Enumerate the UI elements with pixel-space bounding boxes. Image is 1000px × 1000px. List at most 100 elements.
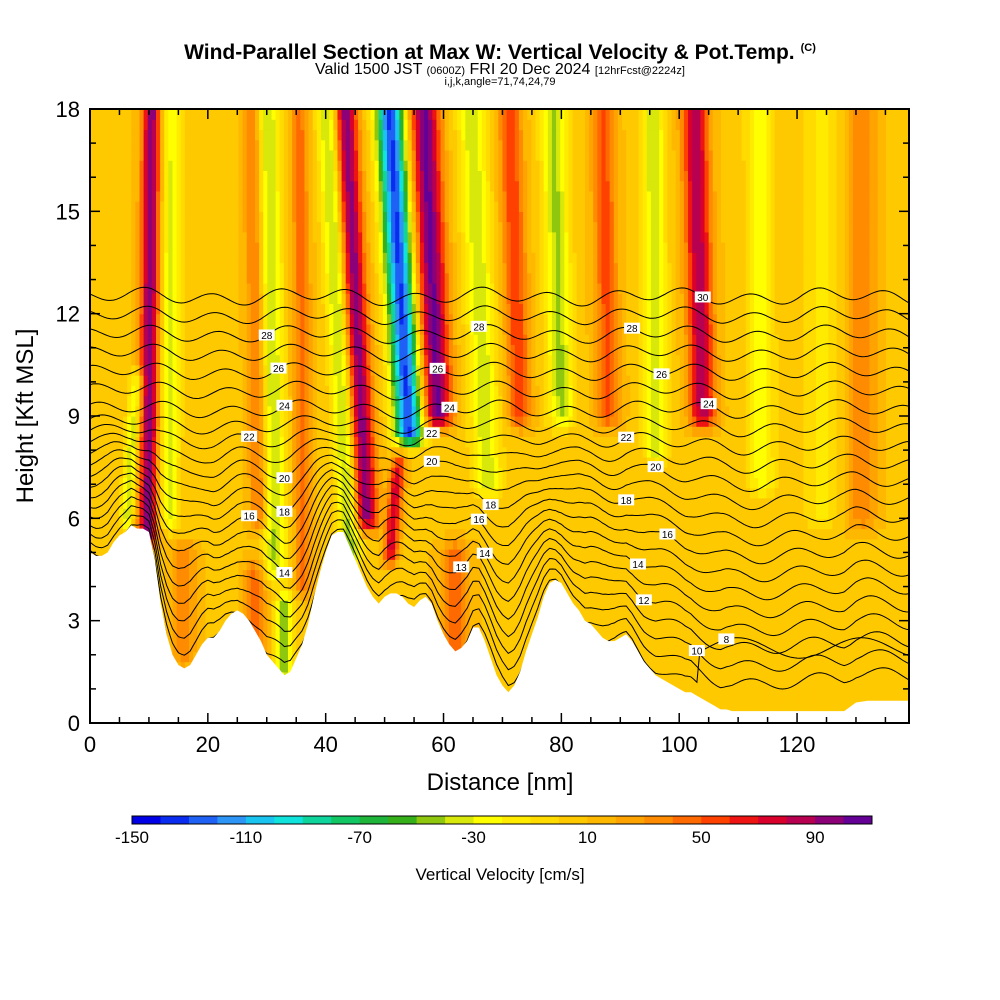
velocity-cell bbox=[164, 549, 169, 560]
velocity-cell bbox=[213, 456, 219, 468]
velocity-cell bbox=[246, 497, 252, 509]
velocity-cell bbox=[114, 282, 120, 294]
velocity-cell bbox=[312, 385, 318, 397]
velocity-cell bbox=[382, 477, 388, 489]
velocity-cell bbox=[168, 303, 174, 315]
velocity-cell bbox=[349, 313, 355, 325]
velocity-cell bbox=[391, 293, 396, 305]
velocity-cell bbox=[238, 282, 244, 294]
velocity-cell bbox=[217, 109, 223, 120]
velocity-cell bbox=[147, 364, 153, 376]
velocity-cell bbox=[378, 559, 384, 571]
velocity-cell bbox=[160, 293, 165, 305]
velocity-cell bbox=[403, 303, 409, 315]
velocity-cell bbox=[127, 467, 132, 478]
velocity-cell bbox=[193, 272, 198, 284]
velocity-cell bbox=[263, 211, 268, 223]
velocity-cell bbox=[329, 487, 334, 499]
velocity-cell bbox=[209, 282, 215, 294]
velocity-cell bbox=[378, 589, 384, 601]
velocity-cell bbox=[300, 293, 306, 305]
velocity-cell bbox=[259, 242, 264, 253]
velocity-cell bbox=[292, 231, 297, 243]
velocity-cell bbox=[90, 119, 95, 131]
velocity-cell bbox=[275, 375, 281, 386]
velocity-cell bbox=[304, 610, 310, 622]
velocity-cell bbox=[411, 282, 417, 294]
velocity-cell bbox=[287, 211, 293, 223]
velocity-cell bbox=[168, 569, 174, 581]
velocity-cell bbox=[271, 303, 277, 315]
velocity-cell bbox=[238, 109, 244, 120]
velocity-cell bbox=[374, 119, 380, 131]
velocity-cell bbox=[168, 364, 174, 376]
velocity-cell bbox=[362, 119, 367, 131]
velocity-cell bbox=[333, 129, 339, 141]
velocity-cell bbox=[246, 446, 252, 458]
velocity-cell bbox=[391, 354, 396, 366]
velocity-cell bbox=[300, 262, 306, 274]
velocity-cell bbox=[151, 221, 157, 233]
velocity-cell bbox=[374, 282, 380, 294]
velocity-cell bbox=[312, 180, 318, 192]
velocity-cell bbox=[172, 477, 178, 489]
velocity-cell bbox=[155, 518, 161, 530]
velocity-cell bbox=[151, 109, 157, 120]
velocity-cell bbox=[217, 375, 223, 386]
velocity-cell bbox=[362, 508, 367, 519]
velocity-cell bbox=[325, 518, 330, 530]
velocity-cell bbox=[259, 180, 264, 192]
velocity-cell bbox=[329, 354, 334, 366]
velocity-cell bbox=[353, 354, 359, 366]
velocity-cell bbox=[110, 344, 116, 356]
velocity-cell bbox=[283, 651, 289, 663]
velocity-cell bbox=[238, 600, 244, 612]
velocity-cell bbox=[329, 282, 334, 294]
velocity-cell bbox=[213, 262, 219, 274]
velocity-cell bbox=[209, 385, 215, 397]
velocity-cell bbox=[151, 446, 157, 458]
velocity-cell bbox=[320, 364, 326, 376]
velocity-cell bbox=[118, 518, 124, 530]
velocity-cell bbox=[292, 109, 297, 120]
velocity-cell bbox=[110, 354, 116, 366]
velocity-cell bbox=[213, 272, 219, 284]
velocity-cell bbox=[378, 549, 384, 560]
velocity-cell bbox=[358, 282, 363, 294]
velocity-cell bbox=[271, 231, 277, 243]
velocity-cell bbox=[275, 242, 281, 253]
velocity-cell bbox=[349, 426, 355, 438]
velocity-cell bbox=[403, 538, 409, 550]
velocity-cell bbox=[374, 477, 380, 489]
velocity-cell bbox=[176, 589, 182, 601]
velocity-cell bbox=[353, 149, 359, 161]
velocity-cell bbox=[333, 211, 339, 223]
velocity-cell bbox=[147, 375, 153, 386]
velocity-cell bbox=[386, 272, 392, 284]
velocity-cell bbox=[292, 641, 297, 652]
velocity-cell bbox=[329, 160, 334, 171]
velocity-cell bbox=[238, 221, 244, 233]
velocity-cell bbox=[415, 334, 421, 345]
velocity-cell bbox=[263, 569, 268, 581]
velocity-cell bbox=[378, 139, 384, 151]
velocity-cell bbox=[184, 272, 190, 284]
velocity-cell bbox=[308, 456, 314, 468]
velocity-cell bbox=[90, 426, 95, 438]
velocity-cell bbox=[143, 201, 149, 212]
velocity-cell bbox=[296, 426, 301, 438]
velocity-cell bbox=[110, 190, 116, 202]
velocity-cell bbox=[287, 303, 293, 315]
velocity-cell bbox=[188, 620, 194, 632]
velocity-cell bbox=[234, 201, 240, 212]
velocity-cell bbox=[329, 364, 334, 376]
velocity-cell bbox=[279, 334, 285, 345]
velocity-cell bbox=[188, 149, 194, 161]
velocity-cell bbox=[300, 170, 306, 182]
velocity-cell bbox=[407, 323, 413, 335]
velocity-cell bbox=[300, 630, 306, 642]
velocity-cell bbox=[131, 334, 136, 345]
velocity-cell bbox=[110, 416, 116, 427]
velocity-cell bbox=[428, 293, 433, 305]
velocity-cell bbox=[254, 446, 260, 458]
